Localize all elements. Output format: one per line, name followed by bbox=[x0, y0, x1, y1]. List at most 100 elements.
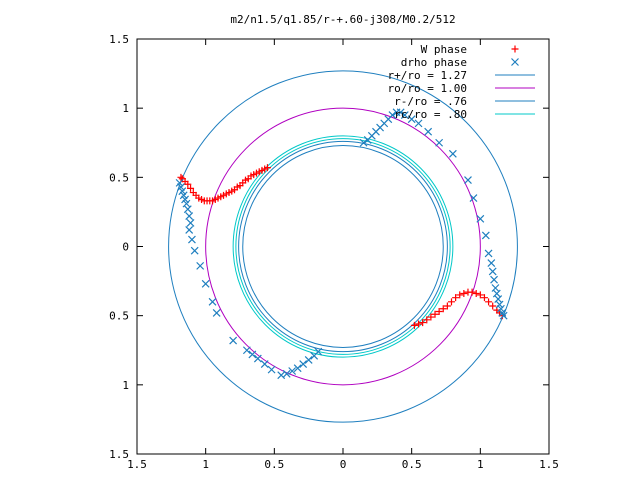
point-1-16 bbox=[388, 111, 397, 120]
point-1-36 bbox=[495, 300, 504, 309]
point-1-42 bbox=[288, 367, 297, 375]
point-1-22 bbox=[424, 127, 433, 136]
point-1-31 bbox=[488, 267, 497, 276]
plot-frame bbox=[136, 38, 550, 455]
point-0-44 bbox=[456, 291, 464, 299]
point-1-43 bbox=[293, 364, 302, 373]
point-0-36 bbox=[423, 316, 431, 324]
legend-label-circle-1: ro/ro = 1.00 bbox=[388, 82, 467, 95]
point-1-45 bbox=[304, 356, 313, 364]
point-0-35 bbox=[419, 319, 427, 327]
point-0-45 bbox=[460, 290, 468, 298]
point-0-40 bbox=[439, 305, 447, 313]
x-tick-label-1: 1 bbox=[202, 458, 209, 471]
point-1-28 bbox=[481, 231, 490, 240]
x-tick-label-4: 0.5 bbox=[402, 458, 422, 471]
legend-marker-1 bbox=[511, 58, 519, 66]
point-1-9 bbox=[359, 138, 368, 147]
legend-label-circle-0: r+/ro = 1.27 bbox=[388, 69, 467, 82]
point-1-29 bbox=[484, 249, 493, 258]
circle-extra-1 bbox=[242, 145, 444, 348]
point-1-50 bbox=[253, 354, 262, 363]
legend-marker-0 bbox=[511, 45, 519, 53]
point-0-52 bbox=[489, 302, 497, 310]
y-tick-label-0: 1.5 bbox=[109, 448, 129, 461]
point-1-4 bbox=[181, 195, 189, 204]
y-tick-label-4: 0.5 bbox=[109, 171, 129, 184]
point-1-3 bbox=[179, 191, 188, 200]
point-1-52 bbox=[242, 346, 251, 355]
point-1-21 bbox=[414, 119, 423, 128]
point-0-0 bbox=[177, 173, 185, 181]
point-1-54 bbox=[212, 308, 221, 317]
point-0-43 bbox=[452, 294, 460, 302]
x-tick-label-5: 1 bbox=[477, 458, 484, 471]
point-1-57 bbox=[196, 261, 205, 270]
y-tick-label-3: 0 bbox=[122, 241, 129, 254]
point-0-33 bbox=[410, 321, 418, 329]
point-1-47 bbox=[314, 347, 323, 356]
chart-title: m2/n1.5/q1.85/r-+.60-j308/M0.2/512 bbox=[230, 13, 455, 26]
point-0-51 bbox=[485, 298, 493, 306]
circle-1 bbox=[205, 107, 481, 386]
point-1-55 bbox=[208, 297, 217, 306]
point-1-1 bbox=[177, 183, 185, 191]
point-0-41 bbox=[443, 302, 451, 310]
point-1-59 bbox=[188, 235, 196, 244]
point-0-3 bbox=[184, 180, 192, 188]
y-tick-label-2: 0.5 bbox=[109, 310, 129, 323]
ticks-layer: 1.5 1 0.5 0 0.5 1 1.51.510.500.511.5 bbox=[109, 33, 559, 471]
point-1-32 bbox=[490, 275, 498, 284]
point-1-20 bbox=[407, 115, 416, 124]
point-1-0 bbox=[175, 178, 184, 187]
legend-label-circle-2: r-/ro = .76 bbox=[394, 95, 467, 108]
circle-0 bbox=[168, 70, 518, 423]
point-0-32 bbox=[263, 164, 271, 172]
point-1-51 bbox=[248, 350, 257, 359]
point-1-44 bbox=[299, 360, 308, 369]
point-1-39 bbox=[499, 311, 508, 320]
legend-label-circle-3: rc/ro = .80 bbox=[394, 108, 467, 121]
point-1-26 bbox=[469, 194, 478, 203]
circle-extra-0 bbox=[235, 138, 451, 355]
point-1-27 bbox=[476, 214, 485, 223]
point-1-8 bbox=[186, 219, 195, 227]
point-1-37 bbox=[497, 304, 505, 313]
circles-layer bbox=[168, 70, 518, 423]
x-tick-label-2: 0.5 bbox=[264, 458, 284, 471]
x-tick-label-6: 1.5 bbox=[539, 458, 559, 471]
point-1-30 bbox=[487, 259, 496, 268]
point-1-60 bbox=[185, 225, 194, 234]
point-1-6 bbox=[183, 205, 192, 214]
point-0-47 bbox=[468, 288, 476, 296]
point-1-53 bbox=[229, 336, 238, 345]
x-tick-label-3: 0 bbox=[340, 458, 347, 471]
point-1-2 bbox=[178, 187, 187, 196]
point-0-34 bbox=[415, 320, 423, 328]
point-0-37 bbox=[427, 313, 435, 321]
point-0-4 bbox=[187, 184, 195, 192]
point-1-58 bbox=[190, 246, 199, 255]
circle-3 bbox=[232, 135, 454, 358]
point-1-19 bbox=[400, 111, 409, 120]
y-tick-label-5: 1 bbox=[122, 102, 129, 115]
point-0-39 bbox=[435, 308, 443, 316]
y-tick-label-1: 1 bbox=[122, 379, 129, 392]
point-1-25 bbox=[464, 176, 472, 185]
point-1-48 bbox=[267, 365, 276, 374]
y-tick-label-6: 1.5 bbox=[109, 33, 129, 46]
point-1-41 bbox=[282, 369, 291, 378]
point-1-56 bbox=[201, 279, 210, 288]
point-0-48 bbox=[472, 290, 480, 298]
point-0-49 bbox=[476, 291, 484, 299]
point-1-23 bbox=[435, 138, 444, 147]
legend-label-drho-phase: drho phase bbox=[401, 56, 467, 69]
legend-label-W-phase: W phase bbox=[421, 43, 467, 56]
point-0-38 bbox=[431, 310, 439, 318]
point-1-49 bbox=[260, 360, 269, 369]
point-1-24 bbox=[448, 149, 457, 158]
circle-2 bbox=[238, 140, 448, 353]
points-layer bbox=[175, 108, 508, 380]
